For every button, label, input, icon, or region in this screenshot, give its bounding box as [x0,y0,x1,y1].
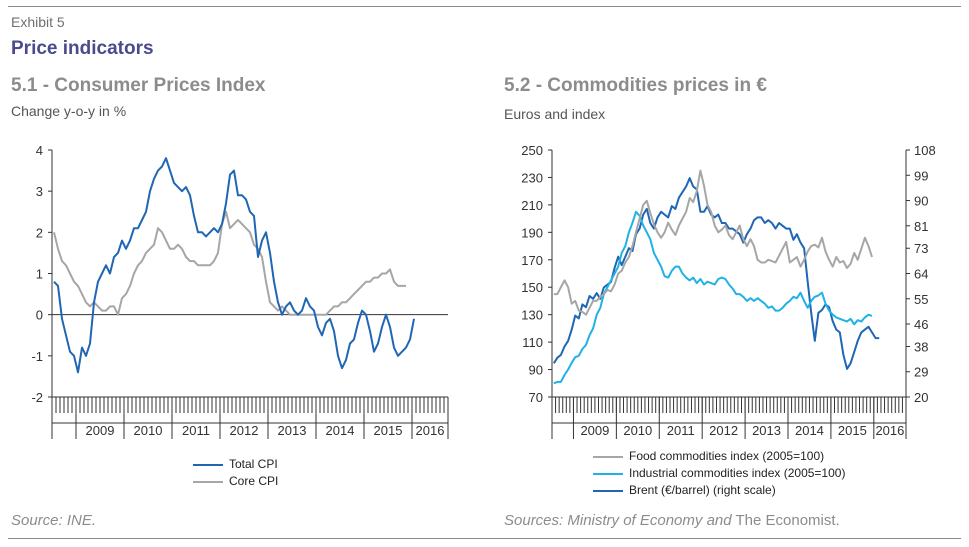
right-source-italic: Sources: Ministry of Economy and [504,512,732,529]
legend-total-cpi: Total CPI [193,457,278,473]
cpi-year-label: 2009 [86,423,115,438]
commod-year-label: 2016 [875,423,904,438]
commod-ytick-right-label: 29 [914,365,928,380]
top-rule [8,6,961,7]
legend-label-brent: Brent (€/barrel) (right scale) [629,483,776,497]
cpi-year-label: 2015 [374,423,403,438]
legend-label-food: Food commodities index (2005=100) [629,449,825,463]
legend-swatch-core-cpi [193,480,223,483]
cpi-year-label: 2016 [416,423,445,438]
commod-year-label: 2011 [667,423,695,438]
cpi-year-label: 2010 [134,423,163,438]
left-source: Source: INE. [11,512,97,529]
cpi-ytick-label: -1 [31,349,43,364]
legend-food: Food commodities index (2005=100) [593,449,824,465]
page-title: Price indicators [11,38,154,59]
right-chart-title: 5.2 - Commodities prices in € [504,75,767,96]
commod-ytick-right-label: 90 [914,194,928,209]
legend-label-total-cpi: Total CPI [229,457,278,471]
commod-ytick-label: 210 [521,198,543,213]
commod-line-food-commodities-index-2005-100 [553,169,873,316]
commod-year-label: 2014 [795,423,824,438]
commod-year-label: 2009 [580,423,609,438]
commod-ytick-right-label: 64 [914,267,928,282]
legend-label-industrial: Industrial commodities index (2005=100) [629,466,846,480]
commod-line-brent-barrel-right-scale [552,177,880,370]
commod-line-industrial-commodities-index-2005-100 [553,210,873,385]
commod-ytick-right-label: 38 [914,339,928,354]
cpi-year-label: 2014 [326,423,355,438]
commod-ytick-right-label: 20 [914,390,928,405]
bottom-rule [8,538,961,539]
cpi-ytick-label: 1 [36,267,43,282]
commod-ytick-right-label: 81 [914,219,928,234]
cpi-line-total-cpi [53,157,415,374]
cpi-year-label: 2011 [182,423,210,438]
cpi-year-label: 2013 [278,423,307,438]
commod-ytick-label: 230 [521,170,543,185]
commod-ytick-label: 250 [521,143,543,158]
cpi-ytick-label: 0 [36,308,43,323]
commod-ytick-right-label: 46 [914,317,928,332]
commod-ytick-right-label: 73 [914,241,928,256]
legend-swatch-food [593,455,623,458]
right-source: Sources: Ministry of Economy and The Eco… [504,512,840,529]
cpi-ytick-label: 2 [36,225,43,240]
commod-ytick-label: 130 [521,308,543,323]
cpi-line-core-cpi [53,210,406,316]
right-source-plain: The Economist. [731,512,840,529]
commod-ytick-label: 150 [521,280,543,295]
right-chart-subtitle: Euros and index [504,106,606,122]
commod-ytick-right-label: 55 [914,292,928,307]
cpi-ytick-label: 3 [36,184,43,199]
commod-year-label: 2010 [623,423,652,438]
legend-industrial: Industrial commodities index (2005=100) [593,466,845,482]
cpi-ytick-label: 4 [36,143,43,158]
cpi-year-label: 2012 [230,423,259,438]
exhibit-label: Exhibit 5 [11,14,65,30]
legend-swatch-total-cpi [193,463,223,466]
commod-year-label: 2013 [752,423,781,438]
commod-year-label: 2015 [838,423,867,438]
commod-ytick-right-label: 99 [914,168,928,183]
commod-ytick-label: 190 [521,225,543,240]
commod-ytick-label: 90 [529,363,543,378]
left-chart-subtitle: Change y-o-y in % [11,103,127,119]
legend-brent: Brent (€/barrel) (right scale) [593,483,776,499]
commod-ytick-label: 170 [521,253,543,268]
legend-swatch-brent [593,489,623,492]
legend-label-core-cpi: Core CPI [229,474,279,488]
legend-swatch-industrial [593,472,623,475]
commod-ytick-label: 70 [529,390,543,405]
commod-ytick-label: 110 [522,335,543,350]
commod-ytick-right-label: 108 [914,143,936,158]
left-chart-title: 5.1 - Consumer Prices Index [11,75,266,96]
cpi-ytick-label: -2 [31,390,43,405]
commod-year-label: 2012 [709,423,738,438]
legend-core-cpi: Core CPI [193,474,278,490]
